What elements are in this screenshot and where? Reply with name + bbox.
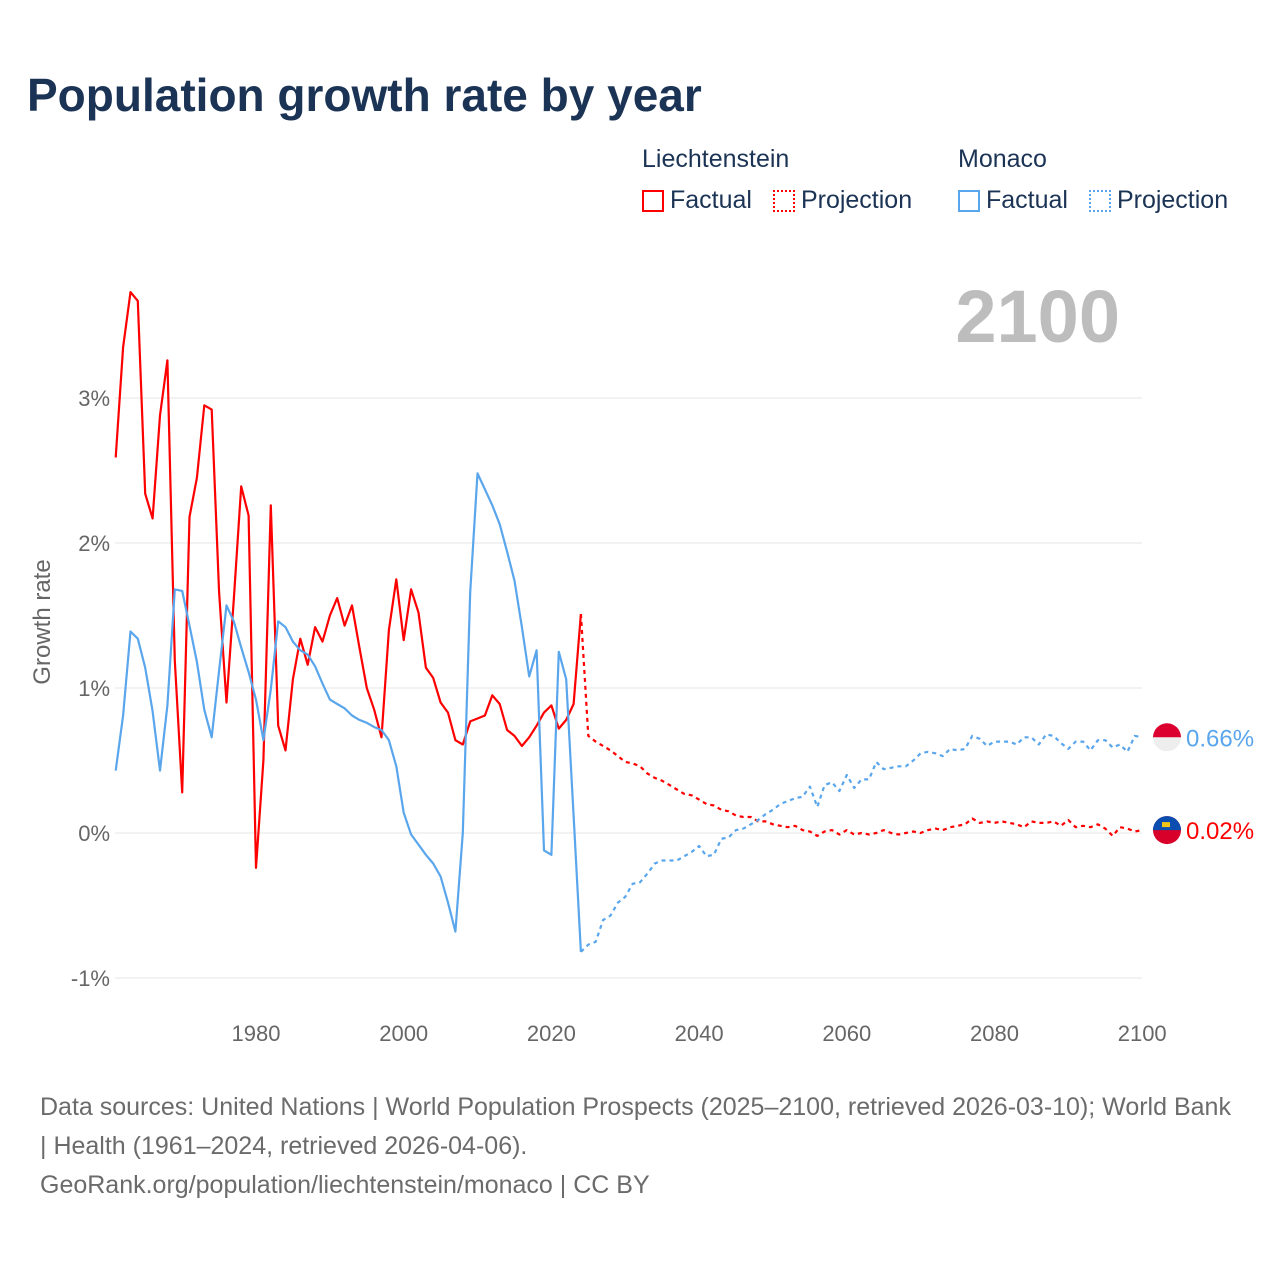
liechtenstein-factual-line (114, 291, 582, 869)
monaco-flag-top (1153, 723, 1181, 738)
y-axis-label: Growth rate (29, 559, 56, 684)
legend-item-liechtenstein-factual[interactable]: Factual (642, 186, 752, 215)
attribution-link[interactable]: GeoRank.org/population/liechtenstein/mon… (40, 1171, 650, 1199)
x-tick-label: 1980 (232, 1021, 281, 1046)
legend-monaco: Monaco Factual Projection (958, 145, 1242, 219)
solid-swatch-icon (642, 189, 664, 212)
legend-item-monaco-factual[interactable]: Factual (958, 186, 1068, 215)
line-chart: -1%0%1%2%3%1980 2000 2020 2040 2060 2080 2100 … (29, 275, 1254, 1046)
x-tick-label: 2040 (675, 1021, 724, 1046)
x-tick-label: 2020 (527, 1021, 576, 1046)
monaco-factual-line (114, 472, 582, 952)
legend-label: Projection (1116, 186, 1229, 214)
legend-liechtenstein: Liechtenstein Factual Projection (642, 145, 926, 219)
legend-group-name: Monaco (958, 145, 1047, 173)
y-tick-label: 0% (78, 821, 110, 846)
x-tick-label: 2000 (379, 1021, 428, 1046)
x-tick-label: 2100 (1118, 1021, 1167, 1046)
y-tick-label: 1% (78, 676, 110, 701)
chart-title: Population growth rate by year (27, 69, 702, 121)
legend-item-monaco-projection[interactable]: Projection (1088, 186, 1229, 215)
monaco-end-label: 0.66% (1186, 725, 1254, 752)
legend-label: Factual (986, 186, 1068, 214)
sources-text: Data sources: United Nations | World Pop… (40, 1093, 1231, 1160)
x-tick-label: 2080 (970, 1021, 1019, 1046)
y-tick-label: 2% (78, 531, 110, 556)
liechtenstein-projection-line (579, 613, 1143, 837)
y-tick-label: 3% (78, 386, 110, 411)
solid-swatch-icon (958, 189, 980, 212)
liechtenstein-end-label: 0.02% (1186, 818, 1254, 845)
crown-icon (1162, 822, 1170, 828)
data-sources: Data sources: United Nations | World Pop… (40, 1088, 1240, 1205)
legend-item-liechtenstein-projection[interactable]: Projection (772, 186, 913, 215)
year-display: 2100 (955, 275, 1120, 358)
x-tick-label: 2060 (822, 1021, 871, 1046)
y-tick-label: -1% (71, 966, 110, 991)
legend-group-name: Liechtenstein (642, 145, 790, 173)
legend-label: Factual (670, 186, 752, 214)
legend-label: Projection (800, 186, 913, 214)
monaco-projection-line (580, 733, 1143, 953)
dotted-swatch-icon (1088, 189, 1111, 212)
dotted-swatch-icon (772, 189, 795, 212)
